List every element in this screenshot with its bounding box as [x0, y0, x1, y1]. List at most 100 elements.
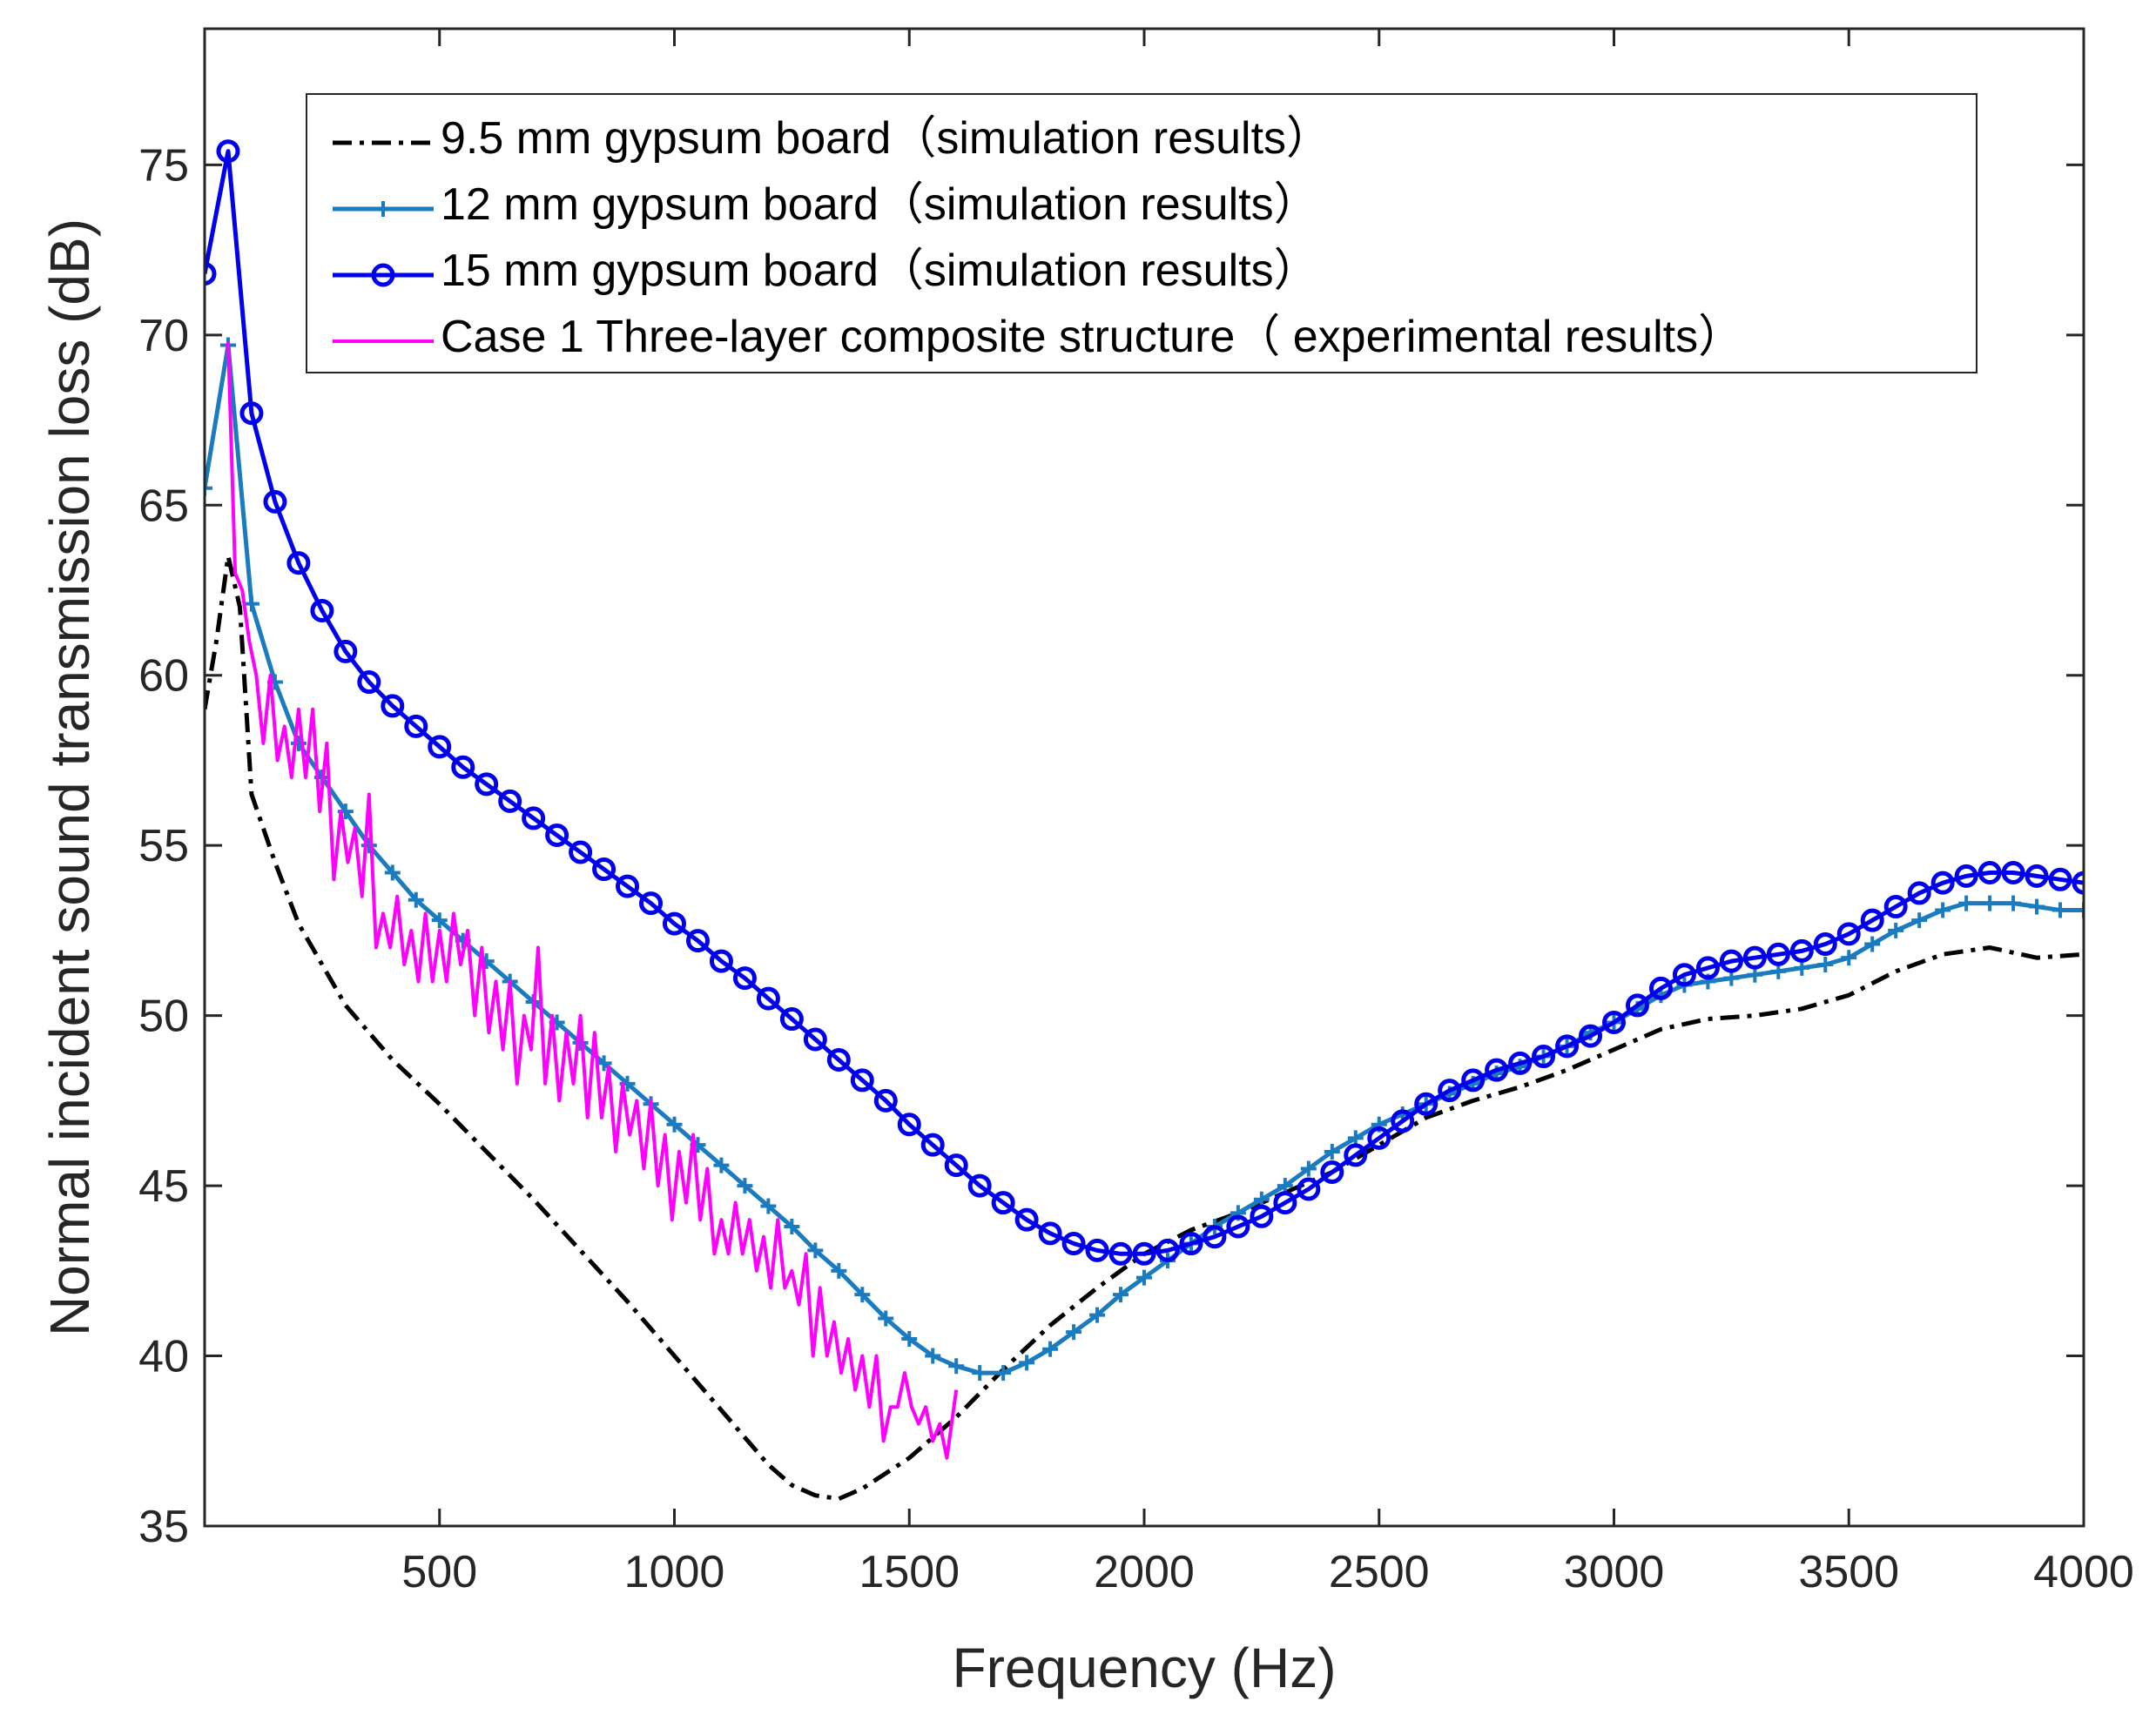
data-point-gypsum-12mm — [1794, 959, 1810, 976]
data-point-gypsum-12mm — [831, 1262, 847, 1279]
data-point-gypsum-15mm — [1860, 908, 1884, 932]
data-point-gypsum-15mm — [756, 986, 780, 1011]
data-point-gypsum-15mm — [1179, 1232, 1203, 1256]
data-point-gypsum-15mm — [873, 1088, 898, 1113]
data-point-gypsum-12mm — [2052, 902, 2069, 918]
y-axis-label: Normal incident sound transmission loss … — [38, 219, 101, 1336]
data-point-gypsum-12mm — [1042, 1341, 1059, 1357]
data-point-gypsum-12mm — [972, 1365, 988, 1382]
data-point-gypsum-15mm — [2048, 867, 2072, 891]
data-point-gypsum-12mm — [1136, 1269, 1152, 1286]
data-point-gypsum-15mm — [920, 1133, 945, 1157]
data-point-gypsum-15mm — [1579, 1024, 1603, 1048]
x-tick-label: 4000 — [2033, 1547, 2134, 1597]
data-point-gypsum-15mm — [1508, 1051, 1533, 1075]
data-point-gypsum-12mm — [1300, 1160, 1317, 1177]
data-point-gypsum-15mm — [1038, 1221, 1062, 1246]
data-point-gypsum-15mm — [2072, 871, 2084, 895]
x-tick-label: 1000 — [624, 1547, 725, 1597]
series-line-case-1-experimental — [226, 341, 959, 1460]
data-point-gypsum-15mm — [404, 714, 428, 738]
data-point-gypsum-12mm — [1958, 895, 1975, 911]
data-point-gypsum-12mm — [948, 1358, 965, 1375]
data-point-gypsum-12mm — [1089, 1307, 1106, 1323]
legend-label-15mm: 15 mm gypsum board（simulation results） — [441, 245, 1319, 296]
data-point-gypsum-15mm — [616, 874, 640, 898]
data-point-gypsum-12mm — [384, 864, 401, 881]
data-point-gypsum-15mm — [1344, 1143, 1368, 1167]
data-point-gypsum-15mm — [1391, 1109, 1415, 1133]
data-point-gypsum-15mm — [1250, 1204, 1274, 1228]
data-point-gypsum-15mm — [1625, 993, 1649, 1018]
legend-box — [306, 93, 1977, 373]
data-point-gypsum-12mm — [1324, 1144, 1340, 1160]
data-point-gypsum-15mm — [334, 639, 358, 663]
data-point-gypsum-12mm — [1982, 895, 1998, 911]
data-point-gypsum-12mm — [784, 1219, 800, 1234]
legend-label-12mm: 12 mm gypsum board（simulation results） — [441, 179, 1319, 230]
data-point-gypsum-12mm — [1347, 1130, 1364, 1146]
data-point-gypsum-12mm — [431, 912, 448, 929]
data-point-gypsum-15mm — [569, 840, 593, 864]
y-tick-label: 55 — [138, 821, 189, 871]
legend-marker-gypsum-12mm — [375, 201, 391, 217]
data-point-gypsum-15mm — [897, 1113, 921, 1137]
y-tick-label: 60 — [138, 651, 189, 702]
data-point-gypsum-15mm — [1155, 1238, 1180, 1262]
y-tick-label: 65 — [138, 481, 189, 531]
data-point-gypsum-12mm — [1253, 1191, 1270, 1207]
data-point-gypsum-15mm — [967, 1173, 992, 1198]
data-point-gypsum-15mm — [522, 806, 546, 830]
data-point-gypsum-15mm — [1108, 1241, 1133, 1266]
data-point-gypsum-15mm — [1695, 956, 1720, 980]
data-point-gypsum-15mm — [709, 949, 733, 973]
data-point-gypsum-12mm — [1113, 1287, 1129, 1303]
tick-labels: 500 1000 1500 2000 2500 3000 3500 4000 35 40 45 50 5… — [138, 140, 2134, 1597]
data-point-gypsum-15mm — [1977, 860, 2002, 884]
data-point-gypsum-15mm — [1414, 1092, 1438, 1116]
data-point-gypsum-15mm — [1014, 1207, 1039, 1232]
data-point-gypsum-15mm — [944, 1153, 968, 1178]
data-point-gypsum-15mm — [592, 857, 616, 882]
data-point-gypsum-15mm — [1813, 932, 1837, 957]
data-point-gypsum-15mm — [286, 551, 311, 575]
data-point-gypsum-12mm — [1911, 912, 1928, 929]
data-point-gypsum-15mm — [1836, 922, 1861, 946]
data-point-gypsum-15mm — [1907, 881, 1931, 905]
y-tick-label: 35 — [138, 1502, 189, 1552]
data-point-gypsum-12mm — [713, 1157, 730, 1173]
data-point-gypsum-15mm — [2001, 860, 2025, 884]
data-point-gypsum-12mm — [1019, 1355, 1035, 1371]
data-point-gypsum-12mm — [995, 1365, 1012, 1382]
data-point-gypsum-15mm — [1203, 1225, 1227, 1249]
data-point-gypsum-15mm — [216, 139, 240, 164]
plot-frame — [203, 27, 2085, 1528]
data-point-gypsum-15mm — [1320, 1160, 1344, 1184]
data-point-gypsum-12mm — [1747, 966, 1763, 983]
x-tick-label: 2000 — [1094, 1547, 1195, 1597]
data-point-gypsum-15mm — [205, 261, 217, 286]
data-point-gypsum-15mm — [779, 1007, 804, 1032]
x-tick-label: 1500 — [859, 1547, 960, 1597]
data-point-gypsum-15mm — [1461, 1068, 1486, 1093]
x-axis-label: Frequency (Hz) — [953, 1637, 1337, 1699]
data-point-gypsum-15mm — [685, 929, 710, 953]
data-point-gypsum-12mm — [760, 1198, 777, 1214]
data-point-gypsum-12mm — [807, 1242, 824, 1259]
data-point-gypsum-15mm — [1672, 963, 1696, 987]
data-point-gypsum-15mm — [1883, 895, 1908, 919]
data-point-gypsum-15mm — [1132, 1241, 1156, 1266]
data-point-gypsum-12mm — [1888, 922, 1904, 938]
data-point-gypsum-15mm — [1085, 1238, 1109, 1262]
data-point-gypsum-12mm — [1277, 1178, 1293, 1194]
data-point-gypsum-12mm — [1935, 902, 1951, 918]
data-point-gypsum-12mm — [205, 480, 212, 496]
data-point-gypsum-15mm — [428, 735, 452, 759]
data-point-gypsum-15mm — [475, 772, 499, 797]
data-point-gypsum-12mm — [925, 1348, 941, 1364]
data-point-gypsum-15mm — [498, 789, 522, 813]
data-point-gypsum-12mm — [901, 1331, 918, 1347]
data-point-gypsum-12mm — [1817, 957, 1834, 972]
data-point-gypsum-15mm — [1766, 942, 1790, 966]
